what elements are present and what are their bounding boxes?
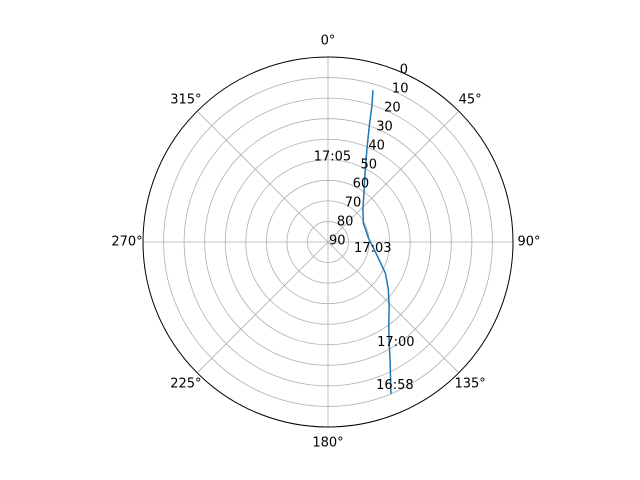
- radial-tick-label: 30: [376, 120, 393, 135]
- angular-gridlines: [143, 57, 513, 427]
- radial-tick-label: 40: [368, 139, 385, 154]
- angular-gridline: [196, 241, 329, 374]
- radial-tick-label: 90: [329, 234, 346, 249]
- time-annotation: 17:00: [377, 335, 414, 350]
- angular-tick-label: 180°: [312, 436, 343, 451]
- angular-tick-label: 0°: [321, 34, 336, 49]
- angular-gridline: [196, 110, 329, 243]
- series-layer: [362, 90, 392, 394]
- angular-tick-label: 135°: [454, 377, 485, 392]
- angular-gridline: [327, 241, 460, 374]
- series-line: [362, 90, 392, 394]
- angular-gridline: [327, 110, 460, 243]
- radial-tick-label: 0: [400, 63, 408, 78]
- polar-frame: [142, 56, 514, 428]
- angular-tick-label: 225°: [170, 377, 201, 392]
- angular-tick-label: 270°: [111, 235, 142, 250]
- radial-tick-label: 60: [353, 177, 370, 192]
- radial-tick-label: 10: [392, 82, 409, 97]
- angular-tick-label: 45°: [459, 92, 482, 107]
- time-annotation: 17:05: [314, 149, 351, 164]
- radial-tick-label: 20: [384, 101, 401, 116]
- radial-tick-label: 70: [345, 196, 362, 211]
- angular-tick-labels: 0° 45° 90° 135° 180° 225° 270° 315°: [111, 34, 540, 451]
- time-annotation: 16:58: [376, 378, 413, 393]
- radial-tick-label: 50: [360, 158, 377, 173]
- radial-tick-labels: 0 10 20 30 40 50 60 70 80 90: [329, 63, 408, 249]
- angular-tick-label: 315°: [170, 92, 201, 107]
- time-annotations: 16:58 17:00 17:03 17:05: [314, 149, 415, 393]
- radial-tick-label: 80: [337, 215, 354, 230]
- angular-tick-label: 90°: [517, 235, 540, 250]
- time-annotation: 17:03: [354, 241, 391, 256]
